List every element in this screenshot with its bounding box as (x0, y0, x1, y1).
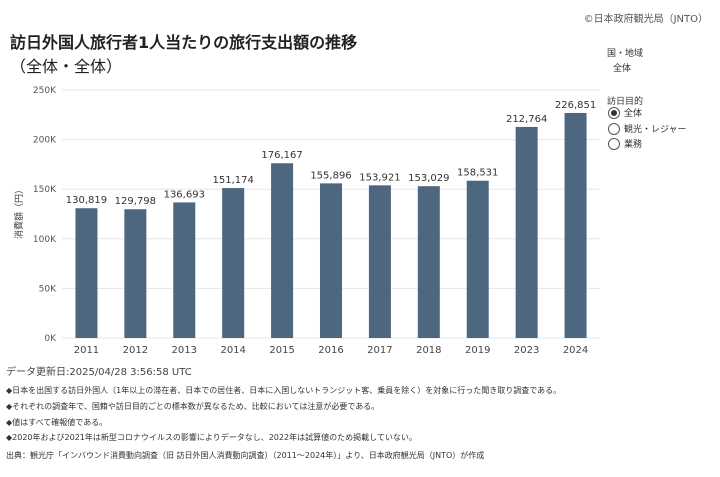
purpose-option-label: 業務 (624, 140, 643, 150)
page-title: 訪日外国人旅行者1人当たりの旅行支出額の推移 (10, 33, 358, 52)
radio-icon[interactable] (608, 137, 620, 150)
radio-icon[interactable] (608, 122, 620, 135)
region-filter-value[interactable]: 全体 (613, 64, 632, 74)
data-label: 155,896 (310, 170, 351, 181)
bar[interactable] (319, 183, 343, 338)
x-tick-label: 2024 (563, 345, 588, 356)
purpose-option-all[interactable]: 全体 (608, 106, 642, 119)
x-tick-label: 2015 (269, 345, 294, 356)
x-tick-label: 2017 (367, 345, 392, 356)
note: ◆値はすべて確報値である。 (6, 418, 108, 427)
y-tick-label: 150K (33, 185, 57, 195)
x-tick-label: 2023 (514, 345, 539, 356)
data-updated: データ更新日:2025/04/28 3:56:58 UTC (6, 367, 192, 378)
bar[interactable] (564, 112, 587, 338)
note: ◆それぞれの調査年で、国籍や訪日目的ごとの標本数が異なるため、比較においては注意… (6, 402, 380, 411)
page-subtitle: （全体・全体） (10, 57, 123, 76)
data-label: 226,851 (555, 100, 596, 111)
bar[interactable] (222, 188, 245, 338)
data-label: 151,174 (213, 175, 254, 186)
x-tick-label: 2019 (465, 345, 490, 356)
x-tick-label: 2014 (220, 345, 245, 356)
data-label: 130,819 (66, 195, 107, 206)
source-note: 出典：観光庁「インバウンド消費動向調査（旧 訪日外国人消費動向調査）（2011～… (6, 451, 485, 460)
x-tick-label: 2016 (318, 345, 343, 356)
bar[interactable] (75, 208, 98, 338)
data-label: 212,764 (506, 114, 547, 125)
purpose-option-label: 観光・レジャー (624, 125, 687, 135)
note: ◆2020年および2021年は新型コロナウイルスの影響によりデータなし、2022… (6, 433, 417, 442)
note: ◆日本を出国する訪日外国人（1年以上の滞在者、日本での居住者、日本に入国しないト… (6, 386, 562, 395)
bar[interactable] (173, 202, 196, 338)
bar[interactable] (515, 126, 538, 338)
y-axis-label: 消費額（円） (13, 185, 25, 239)
data-label: 176,167 (261, 150, 302, 161)
purpose-option-leisure[interactable]: 観光・レジャー (608, 122, 687, 135)
data-label: 153,029 (408, 173, 449, 184)
copyright: ©日本政府観光局（JNTO） (583, 14, 708, 25)
y-tick-label: 100K (33, 235, 57, 245)
purpose-option-business[interactable]: 業務 (608, 137, 642, 150)
y-tick-label: 250K (33, 86, 57, 96)
y-tick-label: 200K (33, 136, 57, 146)
x-tick-label: 2011 (74, 345, 99, 356)
purpose-option-label: 全体 (624, 109, 643, 119)
x-tick-label: 2013 (172, 345, 197, 356)
x-tick-label: 2018 (416, 345, 441, 356)
purpose-filter-label: 訪日目的 (607, 97, 644, 107)
bar-chart: 0K 50K 100K 150K 200K 250K 130,819 129,798 136,… (13, 86, 600, 356)
data-label: 136,693 (164, 189, 205, 200)
radio-icon[interactable] (608, 106, 620, 119)
bar[interactable] (466, 180, 489, 338)
bar[interactable] (368, 185, 391, 338)
region-filter-label: 国・地域 (607, 49, 644, 59)
bar[interactable] (417, 186, 440, 338)
bar[interactable] (124, 209, 147, 338)
data-label: 129,798 (115, 196, 156, 207)
data-label: 153,921 (359, 172, 400, 183)
x-tick-label: 2012 (123, 345, 148, 356)
y-tick-label: 50K (39, 284, 57, 294)
data-label: 158,531 (457, 168, 498, 179)
bar[interactable] (271, 163, 294, 338)
y-tick-label: 0K (44, 334, 57, 344)
